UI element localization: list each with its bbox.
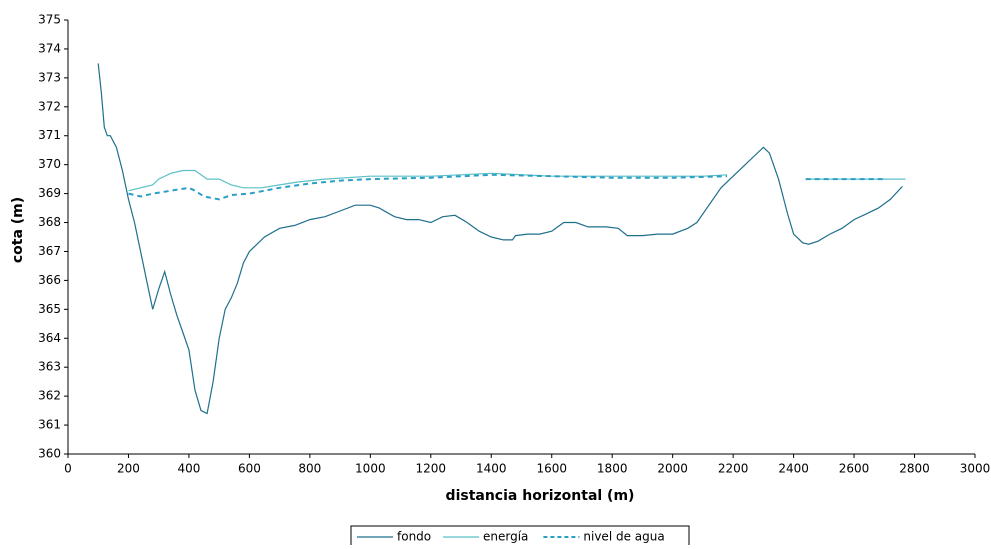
x-axis-label: distancia horizontal (m) xyxy=(446,488,635,504)
legend-label: nivel de agua xyxy=(583,530,664,544)
y-tick-label: 374 xyxy=(38,41,61,55)
y-tick-label: 362 xyxy=(38,389,61,403)
x-tick-label: 800 xyxy=(298,462,321,476)
series-line xyxy=(128,173,885,201)
x-tick-label: 2200 xyxy=(718,462,749,476)
y-tick-label: 372 xyxy=(38,99,61,113)
x-tick-label: 2800 xyxy=(899,462,930,476)
x-tick-label: 1000 xyxy=(355,462,386,476)
x-tick-label: 0 xyxy=(64,462,72,476)
series-line xyxy=(128,169,906,192)
x-tick-label: 1200 xyxy=(416,462,447,476)
y-tick-label: 368 xyxy=(38,215,61,229)
x-tick-label: 200 xyxy=(117,462,140,476)
x-tick-label: 1600 xyxy=(536,462,567,476)
y-tick-label: 367 xyxy=(38,244,61,258)
x-tick-label: 2000 xyxy=(657,462,688,476)
y-tick-label: 365 xyxy=(38,302,61,316)
series-line xyxy=(97,63,903,415)
y-tick-label: 361 xyxy=(38,418,61,432)
y-tick-label: 360 xyxy=(38,447,61,461)
x-tick-label: 600 xyxy=(238,462,261,476)
legend-label: fondo xyxy=(397,530,431,544)
y-tick-label: 370 xyxy=(38,157,61,171)
x-tick-label: 2600 xyxy=(839,462,870,476)
y-tick-label: 366 xyxy=(38,273,61,287)
legend-label: energía xyxy=(483,530,528,544)
y-axis-label: cota (m) xyxy=(10,197,26,263)
y-tick-label: 371 xyxy=(38,128,61,142)
y-tick-label: 375 xyxy=(38,13,61,27)
x-tick-label: 3000 xyxy=(960,462,991,476)
x-tick-label: 2400 xyxy=(778,462,809,476)
y-tick-label: 373 xyxy=(38,70,61,84)
x-tick-label: 1800 xyxy=(597,462,628,476)
x-tick-label: 400 xyxy=(177,462,200,476)
y-tick-label: 363 xyxy=(38,360,61,374)
y-tick-label: 364 xyxy=(38,331,61,345)
x-tick-label: 1400 xyxy=(476,462,507,476)
y-tick-label: 369 xyxy=(38,186,61,200)
